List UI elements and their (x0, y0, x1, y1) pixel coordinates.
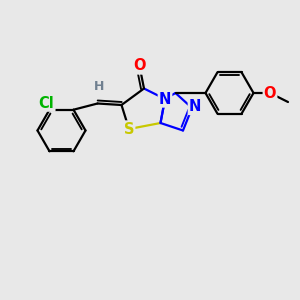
Text: Cl: Cl (39, 96, 54, 111)
Text: N: N (159, 92, 171, 106)
Text: N: N (189, 99, 201, 114)
Text: O: O (133, 58, 146, 74)
Text: H: H (94, 80, 104, 94)
Text: O: O (264, 85, 276, 100)
Text: S: S (124, 122, 134, 136)
